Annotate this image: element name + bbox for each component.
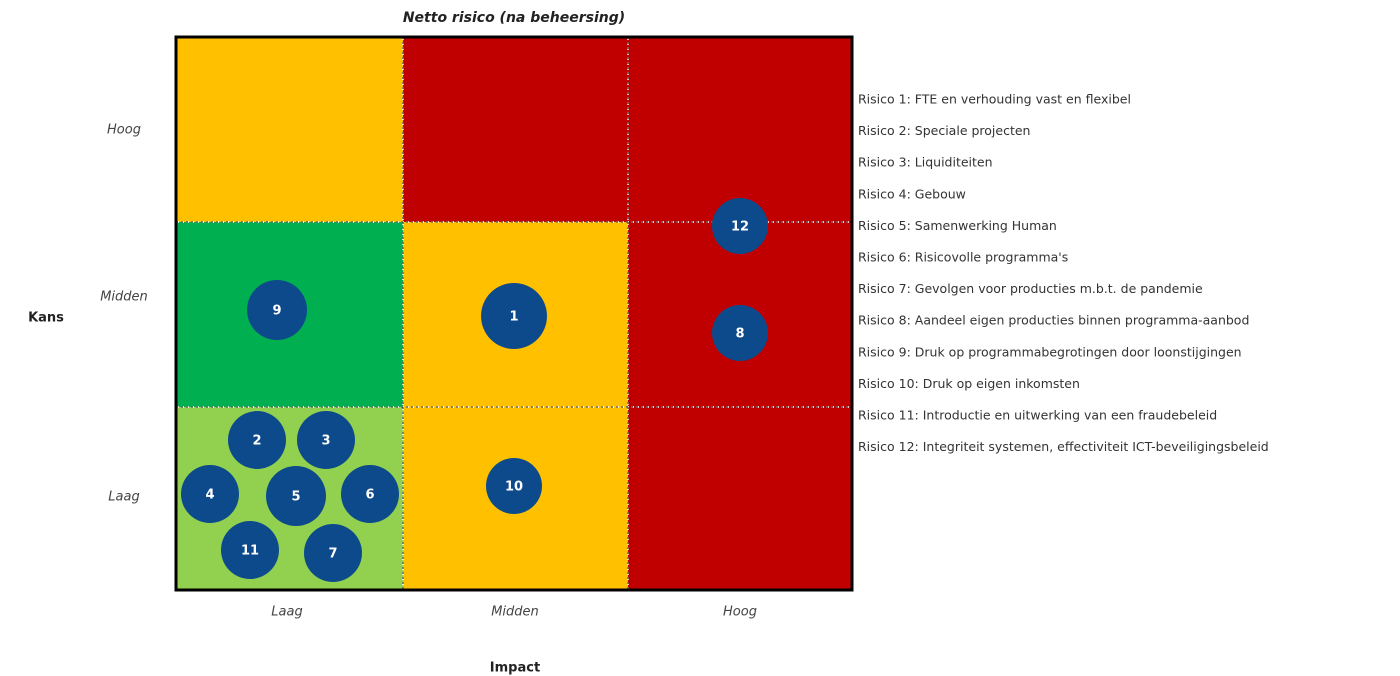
risk-number: 8 — [735, 327, 744, 342]
legend-item: Risico 9: Druk op programmabegrotingen d… — [858, 344, 1242, 359]
risk-marker — [341, 465, 399, 523]
x-axis-label: Impact — [490, 661, 540, 676]
matrix-cell — [628, 37, 852, 222]
y-axis-label: Kans — [28, 311, 64, 326]
risk-number: 4 — [205, 488, 214, 503]
legend-item: Risico 7: Gevolgen voor producties m.b.t… — [858, 281, 1203, 296]
risk-number: 9 — [272, 304, 281, 319]
legend-item: Risico 10: Druk op eigen inkomsten — [858, 376, 1080, 391]
risk-marker — [181, 465, 239, 523]
matrix-cell — [403, 37, 628, 222]
legend-item: Risico 4: Gebouw — [858, 186, 966, 201]
column-label: Midden — [491, 605, 539, 620]
risk-number: 2 — [252, 434, 261, 449]
legend-item: Risico 3: Liquiditeiten — [858, 155, 993, 170]
legend-item: Risico 5: Samenwerking Human — [858, 218, 1057, 233]
risk-number: 11 — [241, 544, 259, 559]
matrix-cell — [628, 407, 852, 590]
risk-marker — [712, 198, 768, 254]
legend-item: Risico 2: Speciale projecten — [858, 123, 1030, 138]
risk-marker — [486, 458, 542, 514]
risk-number: 1 — [509, 310, 518, 325]
legend-item: Risico 1: FTE en verhouding vast en flex… — [858, 92, 1131, 107]
row-label: Hoog — [107, 123, 141, 138]
row-label: Midden — [100, 290, 148, 305]
column-label: Hoog — [723, 605, 757, 620]
risk-number: 7 — [328, 547, 337, 562]
legend-item: Risico 12: Integriteit systemen, effecti… — [858, 439, 1269, 454]
matrix-border — [174, 35, 854, 592]
risk-marker — [481, 283, 547, 349]
risk-number: 10 — [505, 480, 523, 495]
risk-marker — [228, 411, 286, 469]
risk-marker — [221, 521, 279, 579]
legend-item: Risico 8: Aandeel eigen producties binne… — [858, 313, 1249, 328]
risk-number: 3 — [321, 434, 330, 449]
legend-item: Risico 6: Risicovolle programma's — [858, 250, 1068, 265]
risk-marker — [297, 411, 355, 469]
risk-number: 6 — [365, 488, 374, 503]
risk-number: 5 — [291, 490, 300, 505]
matrix-cell — [176, 37, 403, 222]
risk-marker — [304, 524, 362, 582]
column-label: Laag — [271, 605, 302, 620]
title: Netto risico (na beheersing) — [403, 10, 625, 26]
row-label: Laag — [108, 490, 139, 505]
legend-item: Risico 11: Introductie en uitwerking van… — [858, 408, 1217, 423]
risk-marker — [247, 280, 307, 340]
risk-number: 12 — [731, 220, 749, 235]
risk-marker — [712, 305, 768, 361]
risk-marker — [266, 466, 326, 526]
